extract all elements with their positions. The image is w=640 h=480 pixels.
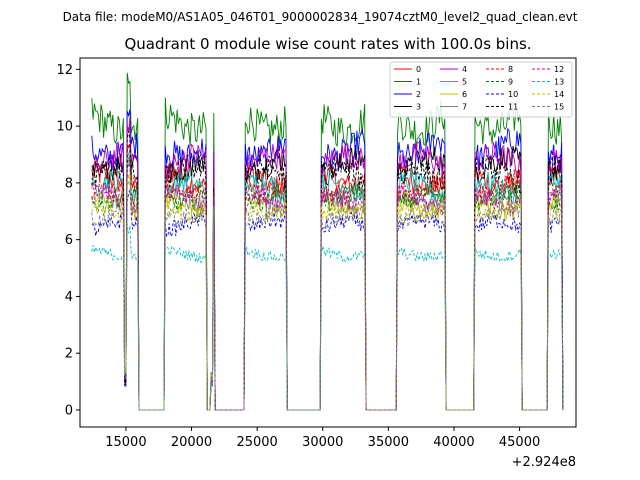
legend-label-12: 12	[554, 65, 564, 74]
series-line-3	[91, 126, 564, 411]
chart-suptitle: Data file: modeM0/AS1A05_046T01_90000028…	[63, 10, 578, 24]
series-line-8	[91, 142, 564, 411]
series-line-10	[91, 189, 564, 411]
series-lines	[91, 72, 564, 411]
series-line-13	[91, 225, 564, 411]
y-axis: 0 2 4 6 8 10 12	[56, 63, 80, 418]
series-line-14	[91, 173, 564, 411]
legend-label-9: 9	[508, 78, 513, 87]
series-line-0	[91, 143, 564, 411]
series-line-12	[91, 162, 564, 411]
legend-label-5: 5	[462, 78, 467, 87]
x-offset-label: +2.924e8	[512, 455, 576, 470]
x-tick-label: 35000	[368, 435, 409, 450]
legend-label-2: 2	[416, 90, 421, 99]
series-line-15	[91, 180, 564, 411]
series-line-1	[91, 72, 564, 411]
legend-label-1: 1	[416, 78, 421, 87]
legend-label-6: 6	[462, 90, 467, 99]
series-line-6	[91, 173, 564, 411]
y-tick-label: 2	[65, 347, 73, 362]
legend-box	[389, 61, 573, 118]
y-tick-label: 4	[65, 290, 73, 305]
y-tick-label: 12	[56, 63, 73, 78]
legend-label-4: 4	[462, 65, 467, 74]
y-tick-label: 6	[65, 233, 73, 248]
x-tick-label: 25000	[236, 435, 277, 450]
x-axis: 15000 20000 25000 30000 35000 40000 45000	[105, 427, 540, 450]
axes-frame	[79, 57, 577, 428]
y-tick-label: 8	[65, 176, 73, 191]
legend-label-10: 10	[508, 90, 518, 99]
x-tick-label: 40000	[433, 435, 474, 450]
x-tick-label: 20000	[171, 435, 212, 450]
y-tick-label: 10	[56, 120, 73, 135]
series-line-4	[91, 116, 564, 411]
legend-label-7: 7	[462, 103, 467, 112]
x-tick-label: 30000	[302, 435, 343, 450]
chart-title: Quadrant 0 module wise count rates with …	[124, 35, 531, 53]
x-tick-label: 45000	[499, 435, 540, 450]
legend-label-0: 0	[416, 65, 421, 74]
y-tick-label: 0	[65, 403, 73, 418]
series-line-11	[91, 131, 564, 411]
legend-label-8: 8	[508, 65, 513, 74]
legend-label-3: 3	[416, 103, 421, 112]
series-line-9	[91, 156, 564, 411]
legend-label-13: 13	[554, 78, 564, 87]
legend-label-15: 15	[554, 103, 564, 112]
x-tick-label: 15000	[105, 435, 146, 450]
legend-label-14: 14	[554, 90, 564, 99]
legend-label-11: 11	[508, 103, 518, 112]
